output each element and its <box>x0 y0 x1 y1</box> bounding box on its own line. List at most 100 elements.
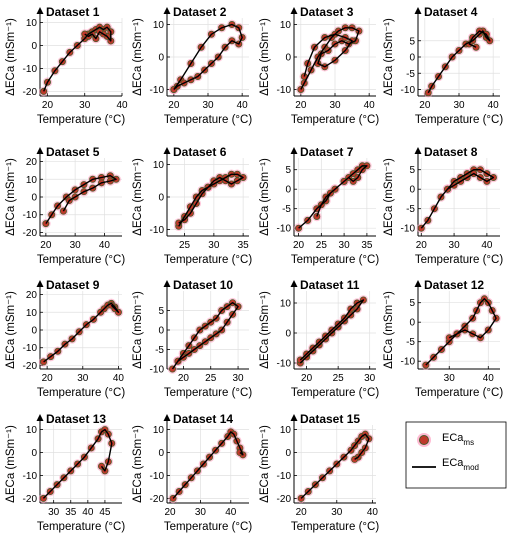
y-axis-label: ΔECa (mSm⁻¹) <box>132 158 144 236</box>
y-tick-label: -10 <box>401 224 416 235</box>
y-axis-label: ΔECa (mSm⁻¹) <box>132 291 144 369</box>
x-tick-label: 25 <box>316 240 328 251</box>
chart-title: Dataset 7 <box>300 145 354 159</box>
y-axis-arrow-icon <box>37 280 44 287</box>
y-axis-arrow-icon <box>164 280 171 287</box>
y-axis-label: ΔECa (mSm⁻¹) <box>383 291 395 369</box>
y-tick-label: -5 <box>155 345 164 356</box>
y-tick-label: 5 <box>409 298 415 309</box>
x-tick-label: 20 <box>164 507 176 518</box>
y-tick-label: -5 <box>406 69 415 80</box>
y-tick-label: -10 <box>401 357 416 368</box>
chart-panel-10: 20 25 30-10-505Dataset 10Temperature (°C)Δ… <box>132 278 252 399</box>
chart-panel-8: 20 30 40 -10 -5 0 5 Dataset 8 Temperature (°C) ΔE… <box>383 145 503 266</box>
y-axis-label: ΔECa (mSm⁻¹) <box>383 18 395 96</box>
y-tick-label: 10 <box>153 160 165 171</box>
x-tick-label: 30 <box>208 240 220 251</box>
y-axis-arrow-icon <box>291 280 298 287</box>
x-tick-label: 20 <box>178 373 190 384</box>
x-axis-label: Temperature (°C) <box>37 521 125 533</box>
chart-panel-3: 20 30 40-10010Dataset 3Temperature (°C)ΔEC… <box>259 5 379 126</box>
chart-panel-15: 20 30 40-20-10010Dataset 15Temperature (°C… <box>259 412 379 533</box>
y-tick-label: 0 <box>158 326 164 337</box>
chart-title: Dataset 15 <box>300 412 360 426</box>
y-tick-label: 0 <box>285 185 291 196</box>
x-tick-label: 20 <box>296 507 308 518</box>
x-axis-label: Temperature (°C) <box>37 387 125 399</box>
chart-panel-6: 25 30 35 -10 0 10 Dataset 6 Temperature (°C) ΔEC… <box>132 145 252 266</box>
chart-title: Dataset 1 <box>46 5 100 19</box>
x-axis-label: Temperature (°C) <box>164 114 252 126</box>
y-tick-label: 0 <box>31 448 37 459</box>
x-tick-label: 25 <box>179 240 191 251</box>
x-tick-label: 20 <box>168 100 180 111</box>
chart-title: Dataset 3 <box>300 5 354 19</box>
y-tick-label: -10 <box>277 224 292 235</box>
chart-panel-4: 20 30 40-10-505Dataset 4Temperature (°C)ΔE… <box>383 5 503 126</box>
y-tick-label: -10 <box>150 471 165 482</box>
y-tick-label: -5 <box>406 337 415 348</box>
x-tick-label: 40 <box>237 100 249 111</box>
y-tick-label: 0 <box>158 193 164 204</box>
y-tick-label: 10 <box>26 18 38 29</box>
chart-panel-11: 20 25 30 -10 0 10 Dataset 11 Temperature (°C) ΔE… <box>259 278 379 399</box>
x-tick-label: 30 <box>329 100 341 111</box>
y-tick-label: -20 <box>23 228 38 239</box>
y-tick-label: 0 <box>409 185 415 196</box>
chart-panel-5: 20 30 40-20-1001020Dataset 5Temperature (°… <box>5 145 125 266</box>
x-tick-label: 30 <box>364 373 376 384</box>
x-axis-label: Temperature (°C) <box>37 254 125 266</box>
chart-title: Dataset 8 <box>424 145 478 159</box>
y-axis-label: ΔECa (mSm⁻¹) <box>259 158 271 236</box>
x-tick-label: 40 <box>364 100 376 111</box>
y-axis-arrow-icon <box>37 147 44 154</box>
x-tick-label: 30 <box>70 240 82 251</box>
x-tick-label: 25 <box>333 373 345 384</box>
y-axis-arrow-icon <box>291 414 298 421</box>
x-tick-label: 30 <box>202 100 214 111</box>
x-axis-label: Temperature (°C) <box>415 254 503 266</box>
x-tick-label: 30 <box>195 507 207 518</box>
x-tick-label: 40 <box>367 507 379 518</box>
x-tick-label: 45 <box>99 507 111 518</box>
chart-title: Dataset 10 <box>173 278 233 292</box>
y-tick-label: -10 <box>23 343 38 354</box>
x-tick-label: 35 <box>238 240 250 251</box>
y-tick-label: -10 <box>150 365 165 376</box>
y-tick-label: 5 <box>285 165 291 176</box>
chart-title: Dataset 13 <box>46 412 106 426</box>
x-tick-label: 40 <box>99 240 111 251</box>
x-tick-label: 40 <box>116 100 128 111</box>
y-axis-arrow-icon <box>37 7 44 14</box>
chart-legend: ECams ECamod <box>406 422 506 488</box>
y-axis-label: ΔECa (mSm⁻¹) <box>259 425 271 503</box>
y-axis-arrow-icon <box>164 147 171 154</box>
y-axis-label: ΔECa (mSm⁻¹) <box>132 18 144 96</box>
chart-title: Dataset 9 <box>46 278 100 292</box>
y-axis-label: ΔECa (mSm⁻¹) <box>5 425 17 503</box>
measured-point <box>314 213 320 219</box>
y-tick-label: 0 <box>409 318 415 329</box>
chart-title: Dataset 4 <box>424 5 478 19</box>
y-tick-label: -10 <box>277 85 292 96</box>
y-tick-label: -20 <box>277 494 292 505</box>
y-tick-label: 10 <box>280 425 292 436</box>
y-axis-arrow-icon <box>415 280 422 287</box>
chart-panel-9: 20 30 40-20-1001020Dataset 9Temperature (°… <box>5 278 125 399</box>
x-tick-label: 30 <box>453 100 465 111</box>
x-axis-label: Temperature (°C) <box>164 387 252 399</box>
y-tick-label: 10 <box>26 425 38 436</box>
y-tick-label: 0 <box>31 41 37 52</box>
chart-panel-13: 30 35 40 45 -20 -10 0 10 Dataset 13 Temperature (… <box>5 412 125 533</box>
x-tick-label: 40 <box>225 507 237 518</box>
x-tick-label: 30 <box>79 100 91 111</box>
y-tick-label: -20 <box>23 494 38 505</box>
chart-title: Dataset 6 <box>173 145 227 159</box>
y-tick-label: -10 <box>401 85 416 96</box>
y-axis-arrow-icon <box>164 7 171 14</box>
y-axis-arrow-icon <box>291 147 298 154</box>
x-tick-label: 20 <box>42 373 54 384</box>
y-tick-label: -20 <box>23 87 38 98</box>
measured-point <box>41 88 47 94</box>
